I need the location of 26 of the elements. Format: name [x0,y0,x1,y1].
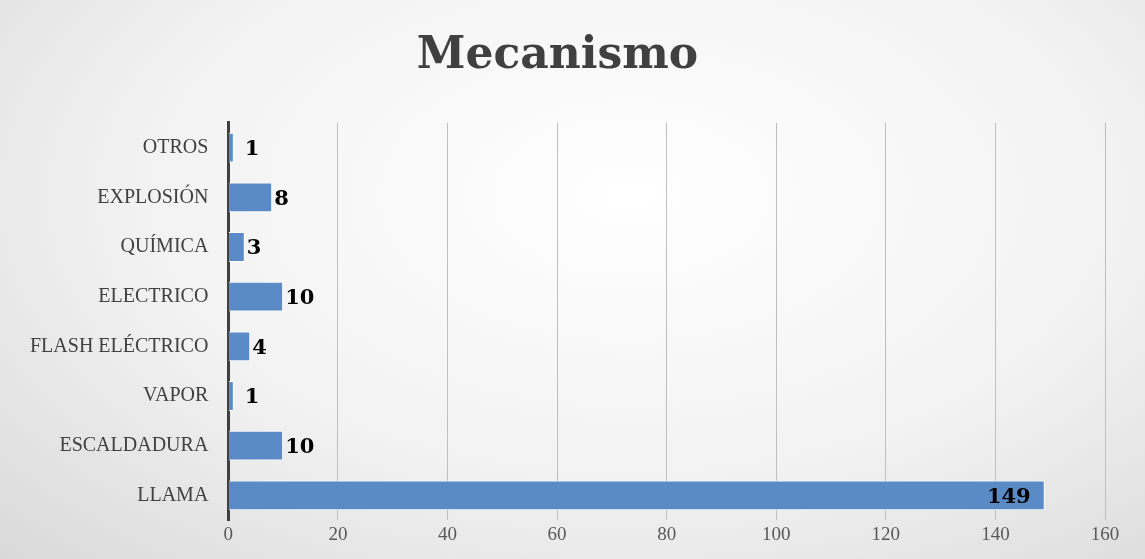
x-tick-label: 100 [762,522,791,544]
x-tick-label: 40 [438,522,457,544]
x-tick-label: 0 [223,522,234,544]
y-tick-label: ESCALDADURA [59,432,209,455]
x-tick-label: 80 [657,522,677,544]
data-label: 1 [244,383,260,409]
data-label: 1 [244,135,260,161]
data-label: 4 [252,333,267,359]
x-tick-label: 140 [981,522,1010,544]
data-label: 3 [246,234,262,260]
x-tick-label: 160 [1090,522,1120,544]
x-tick-label: 120 [871,522,901,544]
y-tick-label: LLAMA [137,482,209,505]
x-tick-label: 60 [547,522,567,544]
y-tick-label: VAPOR [143,383,209,406]
data-label: 8 [274,184,289,210]
data-label: 10 [285,284,315,310]
y-tick-label: FLASH ELÉCTRICO [30,333,209,356]
data-label: 10 [285,433,315,459]
data-label: 149 [986,482,1031,508]
y-tick-label: EXPLOSIÓN [97,183,209,207]
y-tick-label: ELECTRICO [98,283,209,306]
x-tick-label: 20 [328,522,348,544]
y-tick-label: OTROS [142,134,209,157]
y-tick-label: QUÍMICA [120,234,209,257]
chart-title: Mecanismo [416,26,699,78]
